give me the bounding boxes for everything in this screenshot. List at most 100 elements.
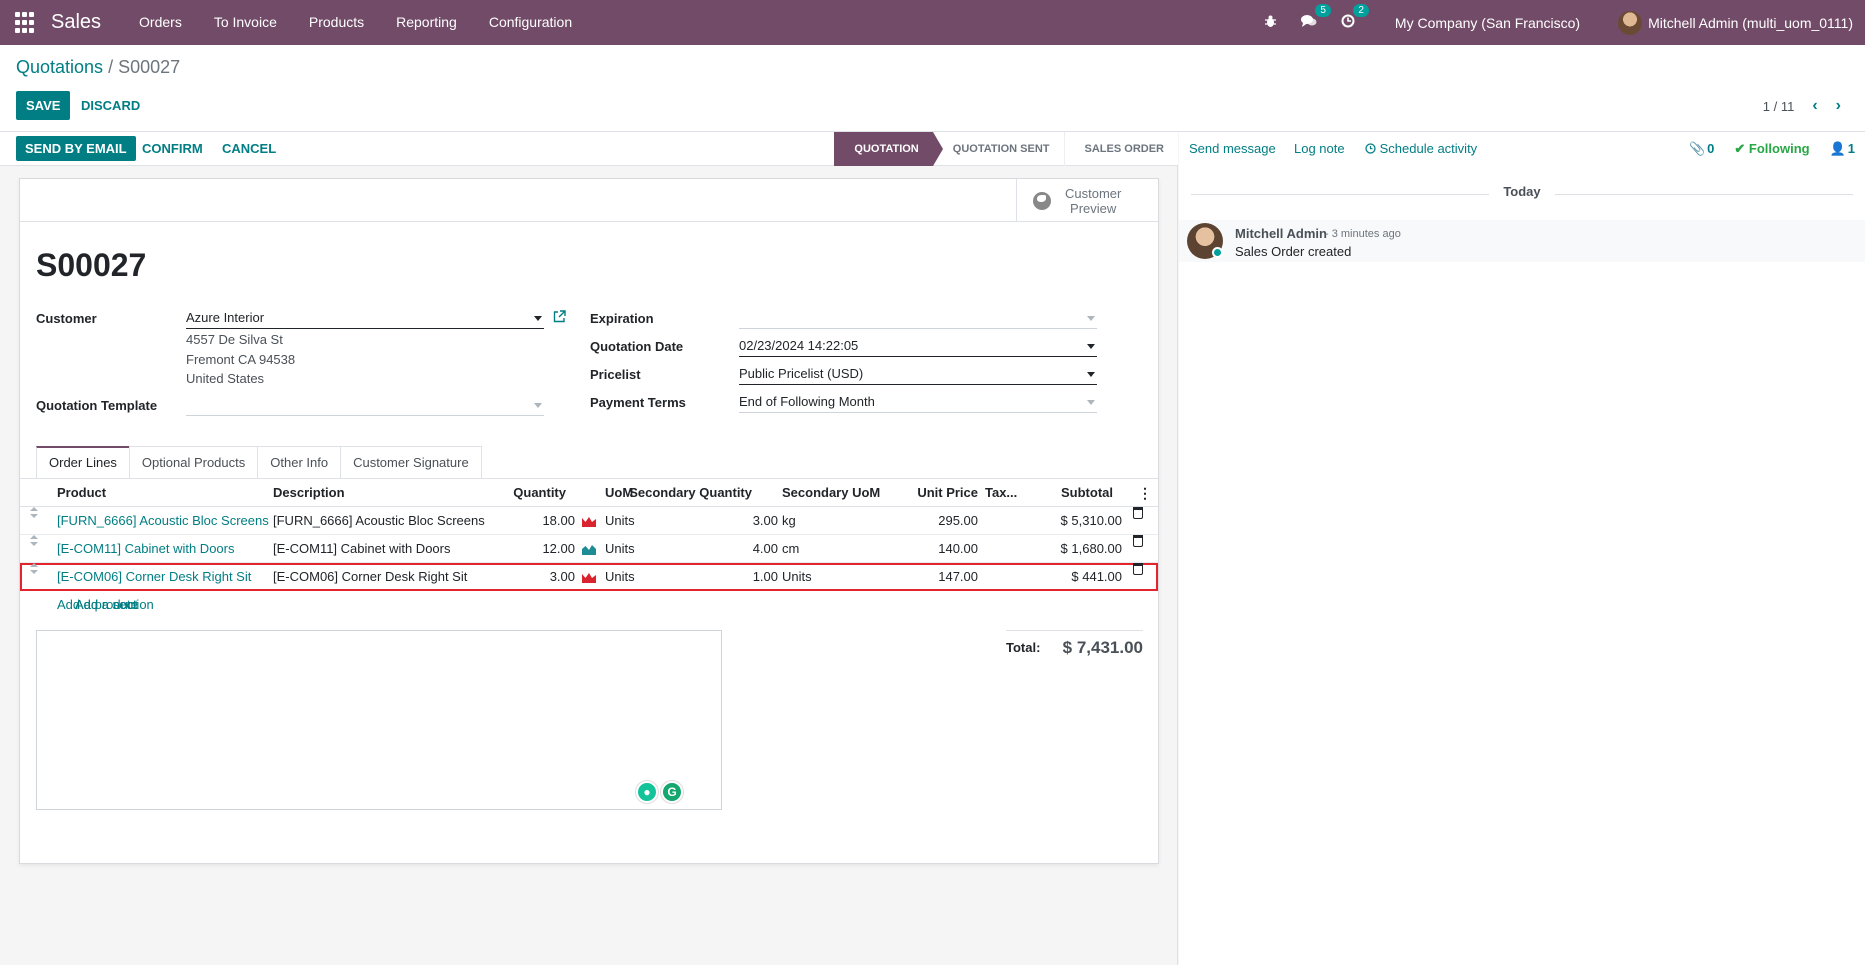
row-secondary-quantity[interactable]: 1.00	[752, 569, 778, 584]
cancel-button[interactable]: CANCEL	[222, 141, 277, 156]
terms-note-field[interactable]: ● G	[36, 630, 722, 810]
tab-customer-signature[interactable]: Customer Signature	[340, 446, 482, 479]
template-dropdown-icon[interactable]	[534, 403, 542, 408]
stage-quotation-sent[interactable]: QUOTATION SENT	[933, 132, 1065, 166]
optional-columns-icon[interactable]: ⋮	[1138, 485, 1152, 501]
date-separator: Today	[1179, 184, 1865, 204]
row-product[interactable]: [E-COM06] Corner Desk Right Sit	[57, 569, 252, 584]
customer-field[interactable]: Azure Interior	[186, 309, 544, 329]
menu-products[interactable]: Products	[308, 14, 365, 30]
followers-button[interactable]: 👤 1	[1829, 141, 1855, 156]
col-secondary-uom[interactable]: Secondary UoM	[782, 485, 881, 500]
delete-row-icon[interactable]	[1133, 535, 1143, 547]
lightbulb-icon[interactable]: ●	[636, 781, 658, 803]
app-brand[interactable]: Sales	[51, 11, 102, 33]
expiration-dropdown-icon[interactable]	[1087, 316, 1095, 321]
row-quantity[interactable]: 3.00	[549, 569, 575, 584]
table-row-selected[interactable]: [E-COM06] Corner Desk Right Sit [E-COM06…	[20, 563, 1158, 591]
following-button[interactable]: ✔ Following	[1734, 141, 1810, 156]
forecast-chart-icon[interactable]	[582, 572, 596, 583]
drag-handle-icon[interactable]	[30, 507, 38, 519]
row-description[interactable]: [E-COM06] Corner Desk Right Sit	[273, 569, 468, 584]
tab-optional-products[interactable]: Optional Products	[128, 446, 259, 479]
payment-terms-field[interactable]: End of Following Month	[739, 393, 1097, 413]
send-message-button[interactable]: Send message	[1189, 141, 1276, 156]
row-uom[interactable]: Units	[605, 569, 635, 584]
row-secondary-uom[interactable]: kg	[782, 513, 796, 528]
row-description[interactable]: [E-COM11] Cabinet with Doors	[273, 541, 451, 556]
col-description[interactable]: Description	[273, 485, 345, 500]
save-button[interactable]: SAVE	[16, 91, 71, 120]
row-description[interactable]: [FURN_6666] Acoustic Bloc Screens	[273, 513, 485, 528]
row-secondary-uom[interactable]: cm	[782, 541, 800, 556]
expiration-field[interactable]	[739, 309, 1097, 329]
row-secondary-quantity[interactable]: 4.00	[752, 541, 778, 556]
tab-other-info[interactable]: Other Info	[257, 446, 342, 479]
pager-value[interactable]: 1 / 11	[1762, 98, 1795, 114]
row-secondary-uom[interactable]: Units	[782, 569, 812, 584]
log-note-button[interactable]: Log note	[1294, 141, 1345, 156]
company-switcher[interactable]: My Company (San Francisco)	[1394, 14, 1581, 31]
row-product[interactable]: [FURN_6666] Acoustic Bloc Screens	[57, 513, 269, 528]
row-secondary-quantity[interactable]: 3.00	[752, 513, 778, 528]
date-dropdown-icon[interactable]	[1087, 344, 1095, 349]
col-product[interactable]: Product	[57, 485, 107, 500]
external-link-icon[interactable]	[553, 310, 566, 326]
tab-order-lines[interactable]: Order Lines	[36, 446, 130, 479]
stage-quotation[interactable]: QUOTATION	[834, 132, 944, 166]
breadcrumb-quotations[interactable]: Quotations	[16, 57, 104, 77]
bug-icon[interactable]	[1264, 15, 1277, 31]
row-product[interactable]: [E-COM11] Cabinet with Doors	[57, 541, 235, 556]
drag-handle-icon[interactable]	[30, 535, 38, 547]
col-uom[interactable]: UoM	[605, 485, 634, 500]
pricelist-field[interactable]: Public Pricelist (USD)	[739, 365, 1097, 385]
pricelist-dropdown-icon[interactable]	[1087, 372, 1095, 377]
add-section-link[interactable]: Add a section	[75, 597, 154, 612]
forecast-chart-icon[interactable]	[582, 516, 596, 527]
col-taxes[interactable]: Tax...	[985, 485, 1018, 500]
schedule-activity-button[interactable]: Schedule activity	[1365, 132, 1477, 166]
row-unit-price[interactable]: 147.00	[938, 569, 978, 584]
delete-row-icon[interactable]	[1133, 563, 1143, 575]
drag-handle-icon[interactable]	[30, 563, 38, 575]
delete-row-icon[interactable]	[1133, 507, 1143, 519]
messages-icon[interactable]: 5	[1300, 4, 1331, 31]
menu-configuration[interactable]: Configuration	[488, 14, 573, 30]
row-uom[interactable]: Units	[605, 513, 635, 528]
pager-previous-icon[interactable]: ‹	[1812, 97, 1818, 114]
customer-dropdown-icon[interactable]	[534, 316, 542, 321]
quotation-template-field[interactable]	[186, 396, 544, 416]
menu-reporting[interactable]: Reporting	[396, 14, 457, 30]
payment-terms-dropdown-icon[interactable]	[1087, 400, 1095, 405]
attachments-button[interactable]: 📎 0	[1688, 141, 1715, 156]
row-unit-price[interactable]: 140.00	[938, 541, 978, 556]
activities-icon[interactable]: 2	[1341, 4, 1369, 31]
grammarly-icon[interactable]: G	[661, 781, 683, 803]
pager-next-icon[interactable]: ›	[1835, 97, 1841, 114]
table-row[interactable]: [E-COM11] Cabinet with Doors [E-COM11] C…	[20, 535, 1158, 563]
address-line-1: 4557 De Silva St	[186, 332, 283, 347]
menu-orders[interactable]: Orders	[139, 14, 182, 30]
menu-to-invoice[interactable]: To Invoice	[213, 14, 277, 30]
message-author[interactable]: Mitchell Admin	[1235, 226, 1327, 241]
table-row[interactable]: [FURN_6666] Acoustic Bloc Screens [FURN_…	[20, 507, 1158, 535]
customer-preview-button[interactable]: Customer Preview	[1016, 179, 1158, 222]
row-uom[interactable]: Units	[605, 541, 635, 556]
row-quantity[interactable]: 12.00	[542, 541, 575, 556]
send-by-email-button[interactable]: SEND BY EMAIL	[16, 136, 136, 161]
add-note-link[interactable]: Add a note	[75, 597, 138, 612]
col-quantity[interactable]: Quantity	[513, 485, 566, 500]
user-menu[interactable]: Mitchell Admin (multi_uom_0111)	[1618, 10, 1853, 35]
apps-menu-icon[interactable]	[15, 11, 37, 34]
col-subtotal[interactable]: Subtotal	[1061, 485, 1113, 500]
stage-sales-order[interactable]: SALES ORDER	[1084, 143, 1164, 155]
forecast-chart-icon[interactable]	[582, 544, 596, 555]
col-unit-price[interactable]: Unit Price	[917, 485, 978, 500]
quotation-date-field[interactable]: 02/23/2024 14:22:05	[739, 337, 1097, 357]
row-quantity[interactable]: 18.00	[542, 513, 575, 528]
row-unit-price[interactable]: 295.00	[938, 513, 978, 528]
col-secondary-quantity[interactable]: Secondary Quantity	[629, 485, 752, 500]
add-product-link[interactable]: Add a product	[57, 597, 138, 612]
confirm-button[interactable]: CONFIRM	[142, 141, 203, 156]
discard-button[interactable]: DISCARD	[81, 98, 141, 113]
